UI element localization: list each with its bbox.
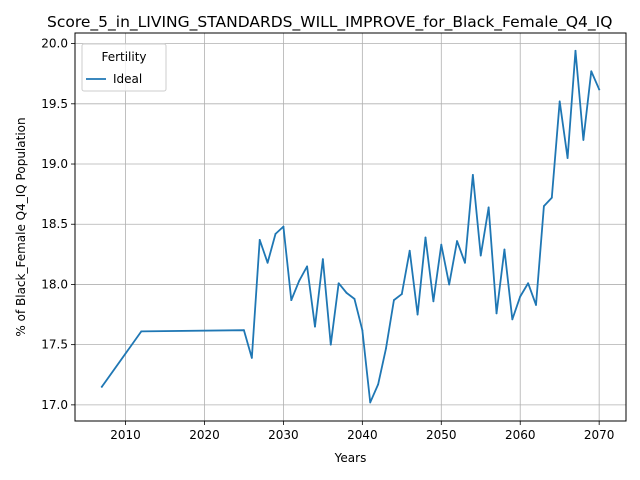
series-layer <box>100 49 601 404</box>
chart-title: Score_5_in_LIVING_STANDARDS_WILL_IMPROVE… <box>47 13 612 32</box>
data-point <box>314 325 316 328</box>
data-point <box>582 139 585 141</box>
data-point <box>495 312 498 315</box>
data-point <box>519 295 522 298</box>
x-tick-label: 2050 <box>426 428 457 442</box>
data-point <box>408 249 411 252</box>
series-line-ideal <box>100 49 601 404</box>
data-point <box>558 100 561 103</box>
legend-title: Fertility <box>101 50 146 64</box>
y-tick-label: 19.5 <box>41 97 68 111</box>
data-point <box>274 232 277 235</box>
y-tick-label: 17.0 <box>41 398 68 412</box>
data-point <box>353 297 356 300</box>
data-point <box>566 157 569 159</box>
data-point <box>479 254 482 257</box>
x-tick-label: 2010 <box>110 428 141 442</box>
x-axis-label: Years <box>334 451 367 465</box>
x-axis-ticks: 2010 2020 2030 2040 2050 2060 2070 <box>110 421 614 442</box>
data-point <box>456 240 458 242</box>
data-point <box>393 299 395 301</box>
data-point <box>527 282 530 285</box>
data-point <box>337 282 340 285</box>
data-point <box>345 291 348 294</box>
data-point <box>487 206 490 209</box>
x-tick-label: 2030 <box>268 428 299 442</box>
data-point <box>100 385 103 388</box>
data-point <box>550 196 553 199</box>
legend: Fertility Ideal <box>81 43 167 92</box>
x-tick-label: 2040 <box>347 428 378 442</box>
data-point <box>543 205 545 208</box>
y-tick-label: 18.5 <box>41 217 68 231</box>
data-point <box>250 356 253 359</box>
x-tick-label: 2070 <box>584 428 615 442</box>
y-axis-ticks: 17.0 17.5 18.0 18.5 19.0 19.5 20.0 <box>41 37 75 412</box>
data-point <box>511 318 514 321</box>
data-point <box>440 243 443 246</box>
data-point <box>464 261 466 264</box>
data-point <box>385 347 387 350</box>
data-point <box>290 299 293 301</box>
x-tick-label: 2060 <box>505 428 536 442</box>
data-point <box>282 225 285 228</box>
data-point <box>306 265 308 268</box>
data-point <box>140 330 143 333</box>
legend-label-ideal: Ideal <box>113 72 142 86</box>
y-tick-label: 18.0 <box>41 277 68 291</box>
data-point <box>424 236 427 239</box>
data-point <box>258 238 261 241</box>
data-point <box>574 49 577 52</box>
data-point <box>321 258 324 261</box>
data-point <box>369 401 372 404</box>
data-point <box>416 313 419 316</box>
data-point <box>377 383 380 386</box>
y-tick-label: 17.5 <box>41 338 68 352</box>
data-point <box>243 329 245 332</box>
x-tick-label: 2020 <box>189 428 220 442</box>
data-point <box>471 173 474 176</box>
data-point <box>266 261 269 264</box>
data-point <box>598 88 601 91</box>
data-point <box>361 329 364 332</box>
data-point <box>448 283 451 286</box>
data-point <box>503 248 506 251</box>
y-tick-label: 20.0 <box>41 37 68 51</box>
data-point <box>535 304 537 306</box>
data-point <box>590 70 593 73</box>
y-axis-label: % of Black_Female Q4_IQ Population <box>14 117 28 336</box>
data-point <box>400 293 403 295</box>
plot-frame <box>74 32 627 422</box>
data-point <box>298 279 301 282</box>
data-point <box>329 343 332 346</box>
y-tick-label: 19.0 <box>41 157 68 171</box>
data-point <box>432 300 435 303</box>
